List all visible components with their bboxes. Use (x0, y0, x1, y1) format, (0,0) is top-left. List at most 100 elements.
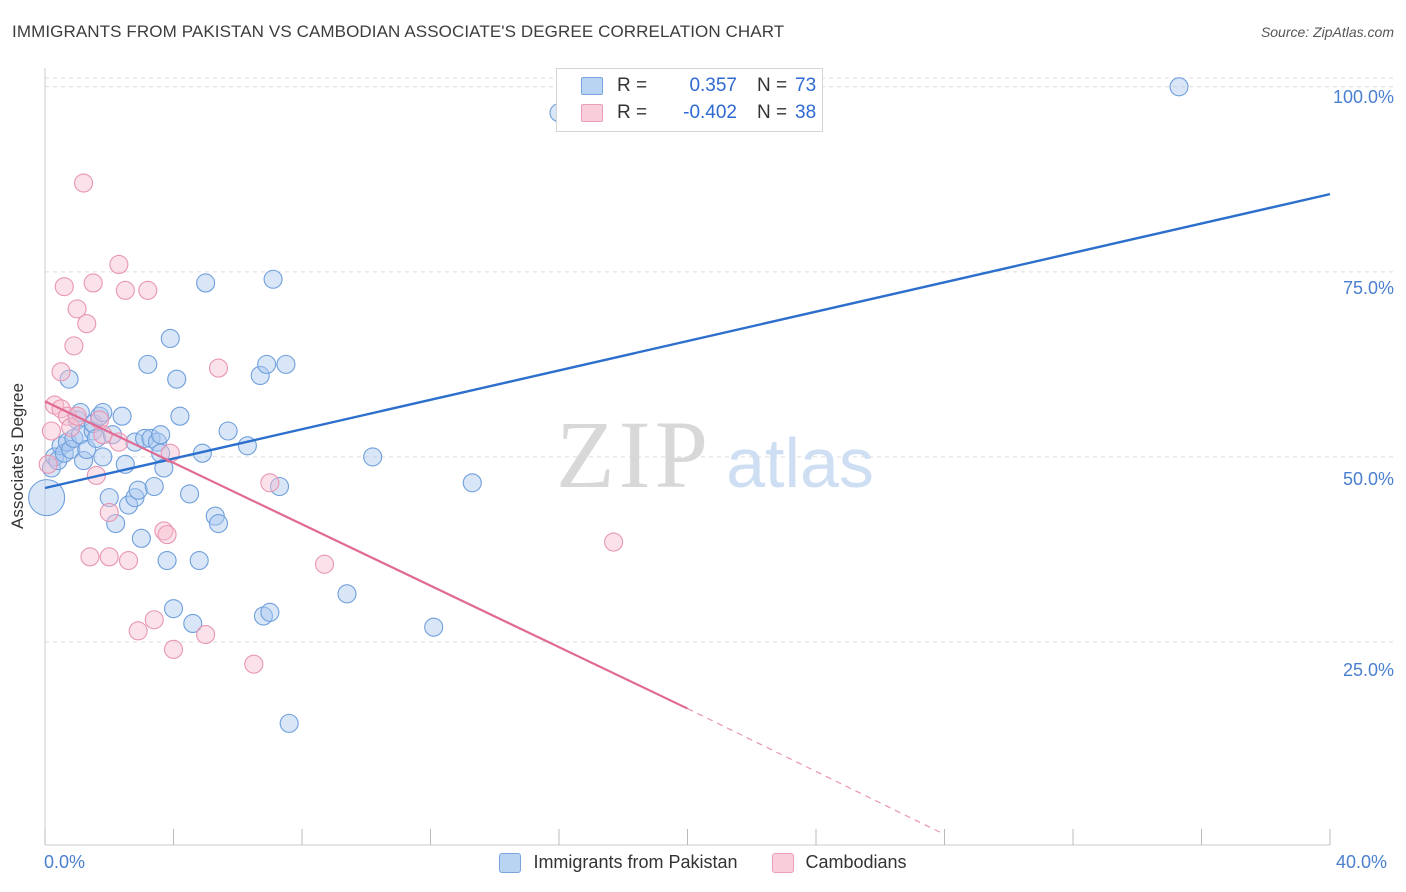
cambodian-point (138, 280, 158, 300)
legend-r-value: 0.357 (689, 75, 737, 96)
pakistan-point (77, 439, 97, 460)
pakistan-point (253, 606, 274, 626)
cambodian-point (64, 336, 84, 356)
pakistan-point (45, 447, 65, 467)
pakistan-point (141, 428, 161, 448)
pakistan-point (157, 550, 177, 571)
x-tick-label: 0.0% (44, 852, 86, 872)
legend-n-value: 38 (795, 102, 817, 123)
y-tick-label: 100.0% (1332, 87, 1394, 107)
pakistan-point (48, 451, 68, 471)
trend-line-pakistan (44, 192, 1331, 490)
cambodian-point (128, 621, 148, 641)
watermark: ZIP atlas (556, 401, 874, 508)
source-label: Source: ZipAtlas.com (1260, 24, 1394, 40)
pakistan-point (151, 425, 171, 445)
pakistan-point (106, 513, 126, 534)
axes (44, 68, 1331, 846)
pakistan-point (54, 443, 74, 463)
legend-r-label: R = (617, 75, 648, 96)
legend-n-label: N = (757, 75, 788, 96)
pakistan-point (59, 369, 79, 389)
y-tick-label: 75.0% (1342, 278, 1394, 298)
cambodian-point (196, 624, 216, 645)
pakistan-point (279, 713, 299, 733)
pakistan-point (64, 428, 84, 448)
cambodian-point (77, 314, 97, 334)
legend-label-cambodian: Cambodians (805, 852, 907, 872)
pakistan-point (86, 428, 106, 448)
cambodian-point (51, 362, 71, 382)
pakistan-point (250, 365, 270, 386)
legend-swatch-pakistan (499, 852, 522, 873)
cambodian-point (109, 254, 129, 275)
pakistan-point (163, 599, 184, 619)
cambodian-point (604, 532, 624, 552)
cambodian-point (99, 502, 119, 522)
pakistan-point (337, 584, 357, 604)
pakistan-point (118, 495, 139, 515)
trend-lines (44, 192, 1331, 835)
pakistan-point (28, 479, 66, 517)
legend-row-cambodian: R = -0.402 N = 38 (581, 101, 816, 125)
y-tick-label: 50.0% (1342, 469, 1394, 489)
cambodian-point (61, 417, 81, 437)
cambodian-point (38, 454, 58, 474)
series-cambodian-points (38, 173, 624, 674)
cambodian-point (115, 280, 135, 300)
pakistan-point (131, 528, 151, 548)
grid-lines (45, 77, 1393, 643)
pakistan-point (61, 439, 81, 460)
pakistan-point (74, 451, 94, 471)
pakistan-point (112, 406, 132, 426)
pakistan-point (170, 406, 190, 426)
pakistan-point (208, 513, 229, 534)
legend-swatch-cambodian (581, 104, 603, 122)
pakistan-point (93, 447, 113, 467)
cambodian-point (74, 173, 94, 193)
pakistan-point (276, 354, 296, 374)
pakistan-point (180, 484, 200, 504)
cambodian-point (144, 610, 164, 630)
watermark-atlas: atlas (726, 424, 874, 502)
pakistan-point (257, 354, 277, 374)
legend-row-pakistan: R = 0.357 N = 73 (581, 74, 816, 98)
cambodian-point (157, 525, 177, 545)
cambodian-point (163, 639, 184, 659)
cambodian-point (208, 358, 229, 378)
legend-item-cambodian[interactable]: Cambodians (771, 852, 907, 873)
pakistan-point (128, 480, 148, 500)
pakistan-point (462, 473, 482, 493)
pakistan-point (363, 447, 383, 467)
legend-n-value: 73 (795, 75, 817, 96)
pakistan-point (160, 328, 180, 349)
trend-line-cambodian (44, 400, 688, 710)
pakistan-point (144, 476, 164, 497)
pakistan-point (196, 273, 216, 293)
legend-swatch-cambodian (771, 852, 794, 873)
pakistan-point (135, 428, 155, 448)
y-axis-label: Associate's Degree (8, 383, 27, 529)
pakistan-point (263, 269, 283, 289)
pakistan-point (218, 421, 238, 441)
pakistan-point (260, 602, 280, 622)
legend-r-value: -0.402 (683, 102, 737, 123)
pakistan-point (183, 613, 203, 633)
legend-item-pakistan[interactable]: Immigrants from Pakistan (499, 852, 738, 873)
cambodian-point (260, 473, 280, 493)
pakistan-point (424, 617, 444, 637)
cambodian-point (244, 654, 264, 674)
x-tick-label: 40.0% (1336, 852, 1388, 872)
pakistan-point (167, 369, 187, 389)
cambodian-point (154, 521, 174, 541)
legend-r-label: R = (617, 102, 648, 123)
cambodian-point (118, 550, 139, 571)
series-legend: Immigrants from Pakistan Cambodians (0, 852, 1406, 873)
cambodian-point (54, 277, 74, 297)
watermark-zip: ZIP (556, 401, 712, 508)
pakistan-point (269, 476, 290, 497)
cambodian-point (314, 554, 335, 574)
cambodian-point (80, 547, 100, 567)
cambodian-point (83, 273, 103, 293)
